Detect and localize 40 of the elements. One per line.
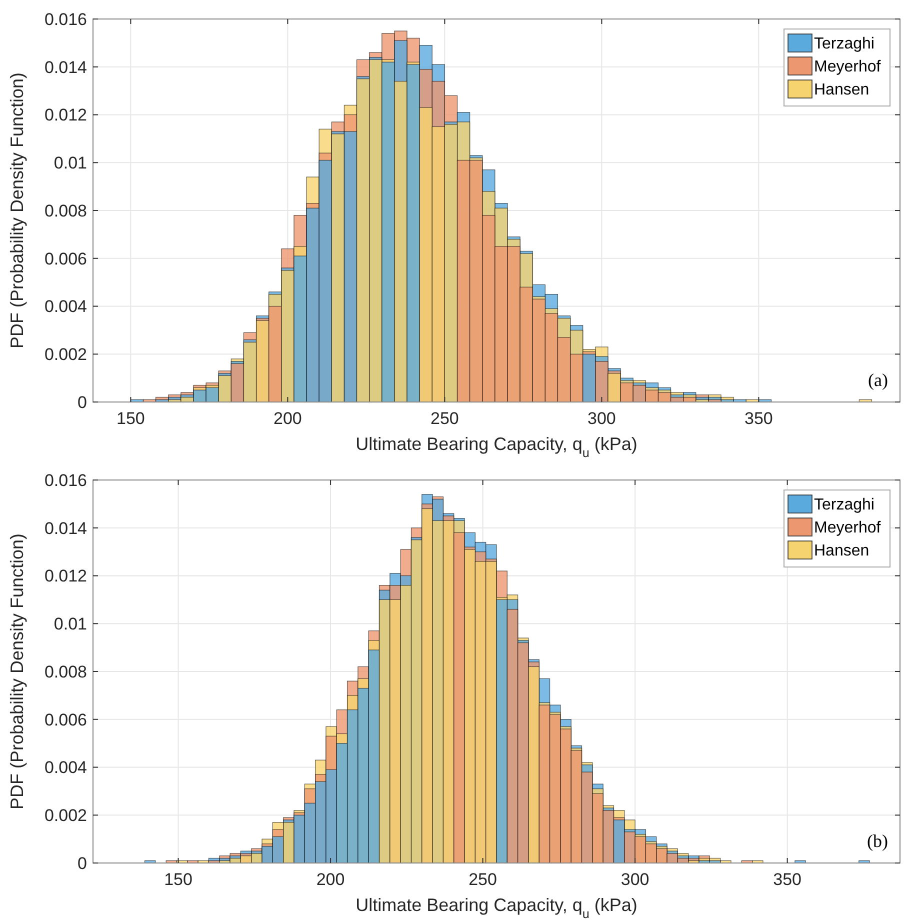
- y-tick-label: 0.016: [44, 470, 87, 490]
- x-tick-label: 250: [468, 870, 497, 889]
- y-tick-label: 0: [78, 392, 87, 412]
- x-axis-title: Ultimate Bearing Capacity, q$_{u}$ (kPa): [356, 434, 638, 460]
- y-tick-label: 0: [78, 854, 87, 873]
- y-tick-label: 0.004: [44, 297, 87, 316]
- y-tick-label: 0.002: [44, 806, 87, 826]
- annotation: (a): [868, 370, 888, 390]
- y-tick-label: 0.012: [44, 566, 87, 586]
- legend-label: Terzaghi: [814, 36, 874, 53]
- legend-label: Hansen: [814, 542, 870, 560]
- y-axis-title: PDF (Probability Density Function): [7, 533, 27, 810]
- x-tick-label: 200: [316, 870, 345, 889]
- y-tick-label: 0.008: [44, 201, 87, 220]
- y-axis-title: PDF (Probability Density Function): [7, 72, 27, 349]
- y-tick-label: 0.006: [44, 710, 87, 730]
- y-tick-label: 0.014: [44, 58, 87, 77]
- legend-label: Terzaghi: [814, 496, 874, 514]
- annotation: (b): [867, 831, 888, 851]
- x-tick-label: 350: [773, 870, 802, 889]
- y-tick-label: 0.014: [44, 518, 87, 538]
- y-tick-label: 0.01: [54, 614, 87, 634]
- y-tick-label: 0.016: [44, 10, 87, 29]
- y-tick-label: 0.002: [44, 345, 87, 364]
- y-tick-label: 0.008: [44, 662, 87, 682]
- legend-label: Meyerhof: [814, 58, 882, 76]
- x-tick-label: 150: [164, 870, 192, 889]
- x-axis-title: Ultimate Bearing Capacity, q$_{u}$ (kPa): [356, 895, 638, 921]
- x-tick-label: 250: [430, 409, 459, 428]
- x-tick-label: 300: [588, 409, 616, 428]
- x-tick-label: 300: [620, 870, 650, 889]
- legend-label: Hansen: [814, 82, 870, 99]
- y-tick-label: 0.004: [44, 758, 87, 778]
- x-tick-label: 150: [116, 409, 145, 428]
- x-tick-label: 350: [744, 409, 773, 428]
- y-tick-label: 0.01: [54, 154, 87, 173]
- x-tick-label: 200: [273, 409, 302, 428]
- y-tick-label: 0.006: [44, 249, 87, 268]
- y-tick-label: 0.012: [44, 106, 87, 125]
- legend-label: Meyerhof: [814, 520, 882, 537]
